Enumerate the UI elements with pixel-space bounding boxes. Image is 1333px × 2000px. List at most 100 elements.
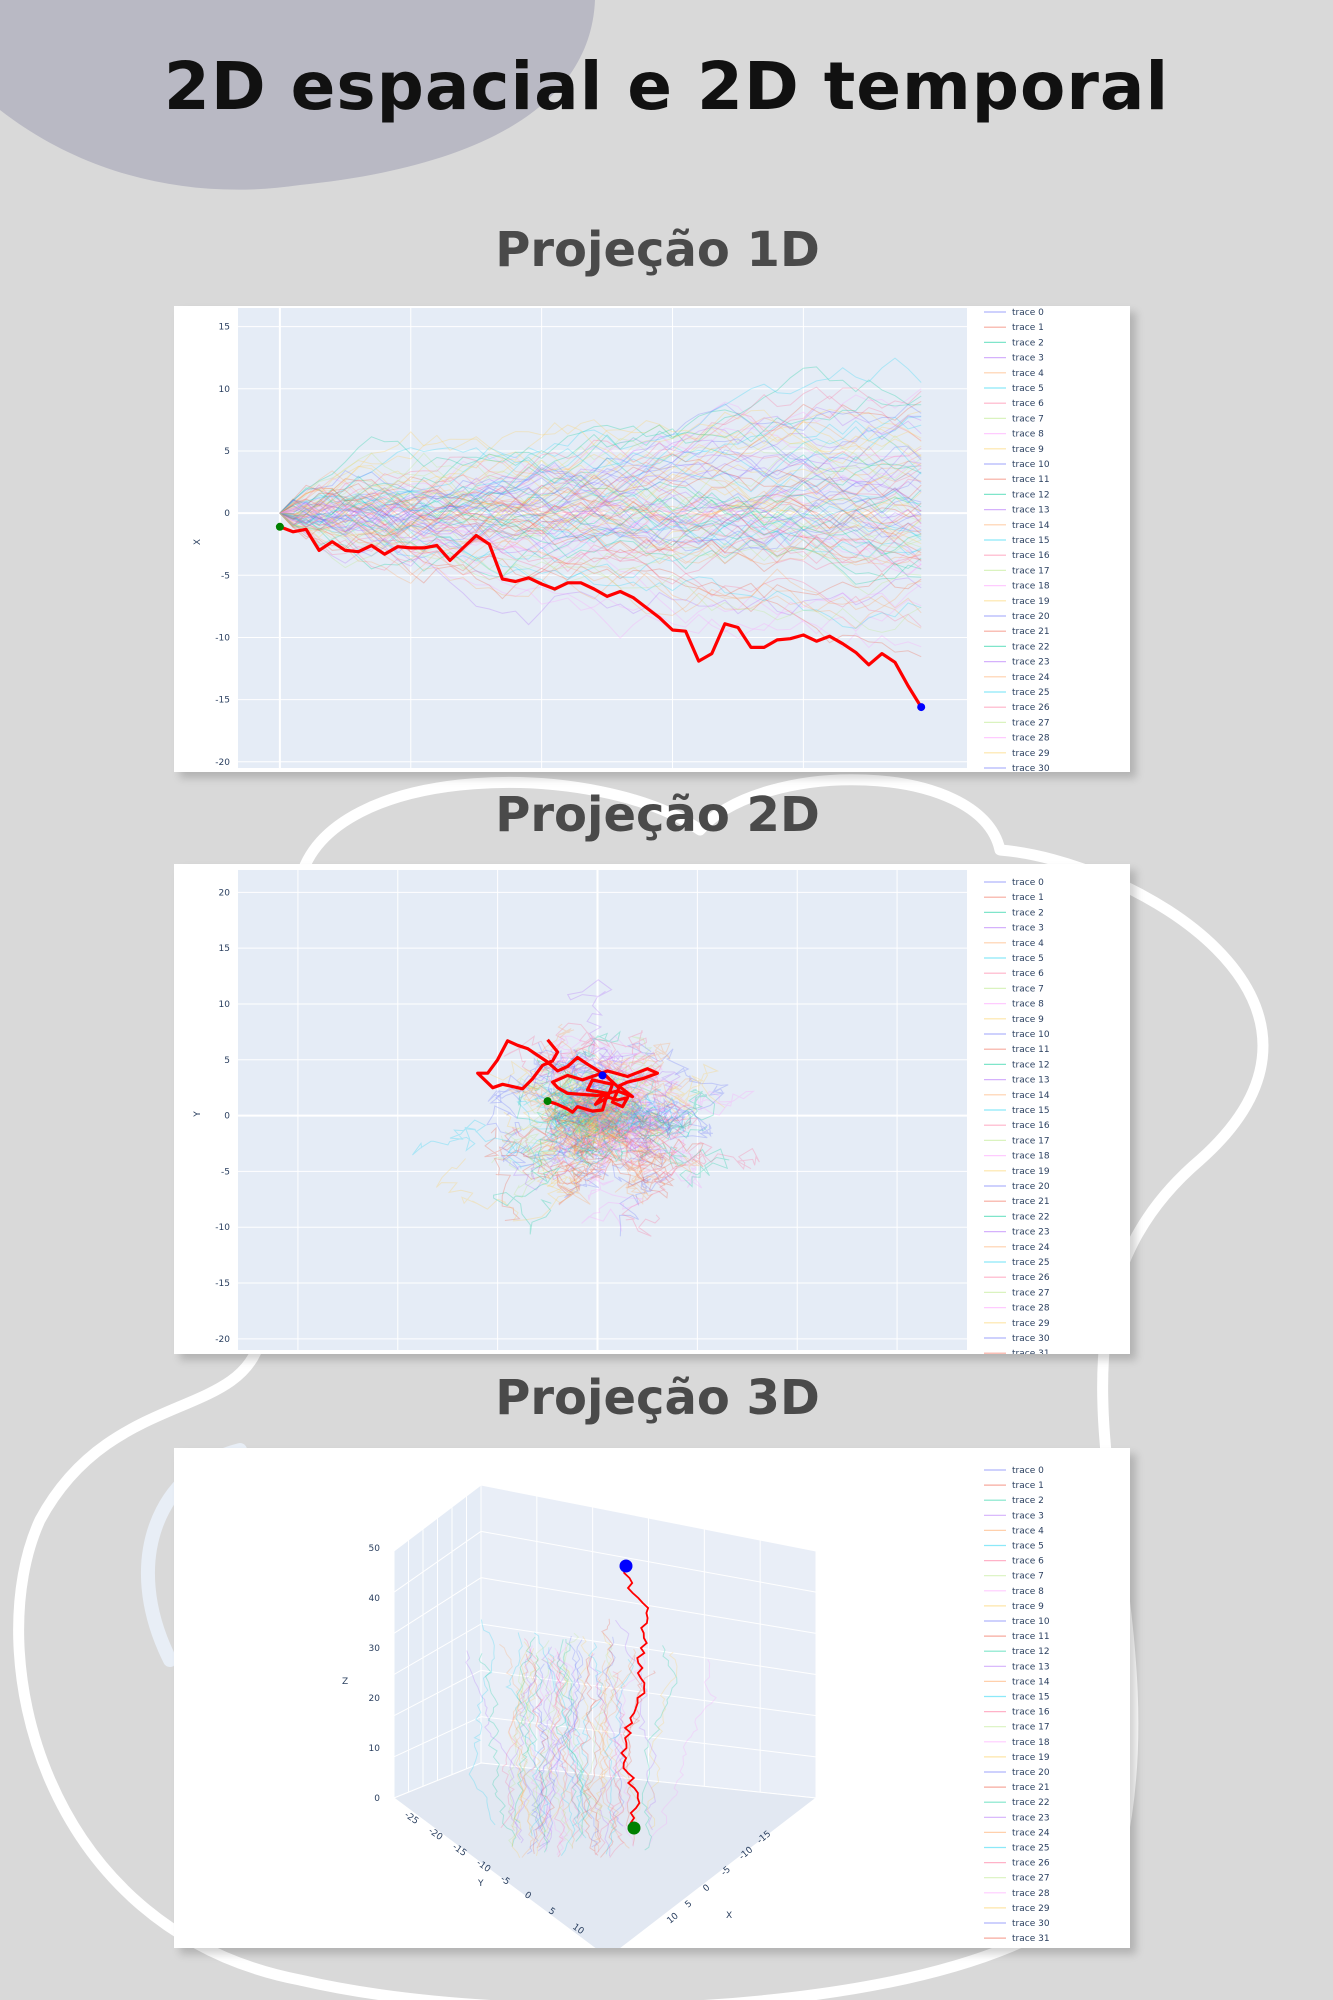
legend-entry: trace 1: [1012, 1481, 1044, 1491]
background-trace: [279, 495, 922, 558]
background-trace: [505, 1632, 550, 1837]
background-trace: [534, 1653, 568, 1832]
y-axis-label: Y: [193, 1111, 203, 1118]
background-trace: [555, 1639, 591, 1842]
background-trace: [595, 1093, 687, 1165]
background-trace: [493, 1090, 610, 1235]
start-marker: [275, 522, 284, 531]
background-trace: [593, 1115, 674, 1181]
background-trace: [551, 1092, 628, 1144]
background-trace: [591, 1095, 703, 1189]
background-trace: [279, 417, 922, 514]
background-trace: [549, 1654, 576, 1849]
section-title-1d: Projeção 1D: [495, 222, 820, 278]
y-tick-label: 5: [224, 1056, 230, 1066]
legend-background: [970, 306, 1130, 772]
end-marker: [598, 1071, 607, 1080]
y-axis-label: X: [193, 539, 203, 545]
legend-entry: trace 12: [1012, 490, 1050, 500]
background-trace: [547, 1087, 654, 1159]
background-trace: [411, 1115, 598, 1166]
background-trace: [279, 499, 922, 545]
background-trace: [503, 1022, 618, 1141]
legend-entry: trace 0: [1012, 1466, 1044, 1476]
background-trace: [279, 497, 922, 629]
background-trace: [593, 1087, 704, 1168]
legend-entry: trace 3: [1012, 924, 1044, 934]
legend-entry: trace 29: [1012, 1319, 1050, 1329]
legend-entry: trace 10: [1012, 1030, 1050, 1040]
background-trace: [553, 1670, 571, 1858]
legend-entry: trace 20: [1012, 612, 1050, 622]
legend-entry: trace 6: [1012, 1557, 1044, 1567]
background-trace: [279, 454, 922, 532]
background-trace: [598, 1648, 637, 1849]
y-tick-label: -5: [221, 571, 230, 581]
legend-entry: trace 26: [1012, 1273, 1050, 1283]
background-trace: [279, 509, 922, 596]
background-trace: [536, 1651, 563, 1849]
background-trace: [279, 512, 922, 629]
background-trace: [279, 410, 922, 516]
legend-entry: trace 10: [1012, 460, 1050, 470]
legend-entry: trace 23: [1012, 658, 1050, 668]
legend-entry: trace 25: [1012, 1844, 1050, 1854]
background-trace: [279, 487, 922, 585]
background-trace: [279, 462, 922, 570]
y-tick-label: 10: [219, 1000, 231, 1010]
background-trace: [547, 1104, 618, 1153]
legend-entry: trace 13: [1012, 506, 1050, 516]
legend-entry: trace 2: [1012, 338, 1044, 348]
legend-entry: trace 1: [1012, 893, 1044, 903]
legend-entry: trace 15: [1012, 1693, 1050, 1703]
background-trace: [586, 1082, 671, 1153]
background-trace: [582, 1618, 615, 1820]
background-trace: [565, 1115, 674, 1195]
y-tick-label: -10: [215, 1223, 230, 1233]
background-trace: [279, 480, 922, 570]
legend-entry: trace 17: [1012, 1723, 1050, 1733]
background-trace: [279, 458, 922, 527]
background-trace: [592, 1036, 662, 1118]
background-trace: [597, 1076, 755, 1136]
legend-entry: trace 22: [1012, 1798, 1050, 1808]
background-trace: [597, 1056, 694, 1167]
background-trace: [487, 1042, 598, 1116]
legend-entry: trace 11: [1012, 1045, 1050, 1055]
background-trace: [279, 458, 922, 552]
background-trace: [589, 1653, 624, 1857]
background-trace: [279, 502, 922, 649]
legend-entry: trace 16: [1012, 1121, 1050, 1131]
background-trace: [604, 1658, 634, 1855]
background-trace: [279, 512, 922, 629]
background-trace: [279, 512, 922, 628]
highlight-trace: [279, 525, 923, 708]
background-trace: [525, 1653, 555, 1854]
legend-entry: trace 7: [1012, 984, 1044, 994]
legend-entry: trace 13: [1012, 1662, 1050, 1672]
background-trace: [488, 1060, 601, 1117]
background-trace: [500, 1638, 539, 1829]
legend-entry: trace 30: [1012, 1334, 1050, 1344]
background-trace: [279, 497, 922, 573]
y-tick-label: 0: [224, 1112, 230, 1122]
y-tick-label: -5: [221, 1167, 230, 1177]
background-trace: [279, 479, 922, 549]
background-trace: [279, 386, 922, 514]
legend-entry: trace 3: [1012, 354, 1044, 364]
background-trace: [586, 1093, 709, 1150]
z-axis-label: Z: [342, 1677, 348, 1687]
legend-entry: trace 28: [1012, 1304, 1050, 1314]
background-trace: [596, 1075, 693, 1140]
background-trace: [279, 438, 922, 514]
legend-entry: trace 6: [1012, 399, 1044, 409]
x-tick-label: 5: [684, 1899, 695, 1910]
y-tick-label: 0: [522, 1890, 533, 1902]
background-trace: [518, 1640, 550, 1825]
legend-entry: trace 25: [1012, 688, 1050, 698]
background-trace: [279, 486, 922, 557]
background-trace: [525, 1655, 548, 1853]
y-tick-label: -20: [215, 1335, 230, 1345]
